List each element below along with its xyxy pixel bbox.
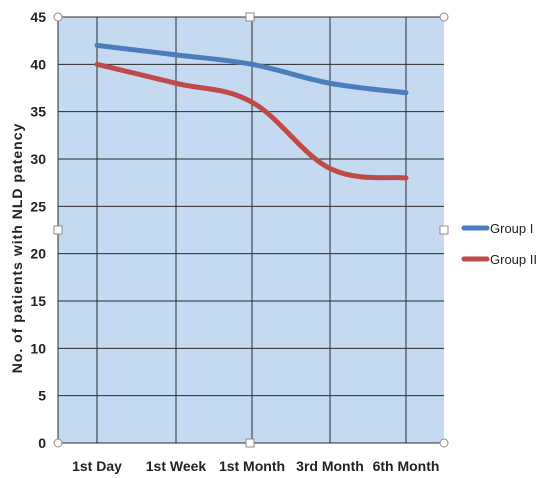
- y-tick-label: 30: [30, 151, 46, 167]
- legend-label: Group II: [490, 252, 536, 267]
- gridlines: [57, 16, 444, 444]
- plot-area: [58, 17, 444, 443]
- series-line-1: [94, 42, 409, 96]
- selection-handles: [53, 12, 449, 448]
- x-tick-label: 3rd Month: [296, 458, 364, 474]
- x-tick-labels: 1st Day 1st Week 1st Month 3rd Month 6th Mon…: [72, 458, 439, 474]
- y-axis-label: No. of patients with NLD patency: [9, 123, 25, 374]
- edge-handle[interactable]: [53, 225, 63, 235]
- y-tick-label: 5: [38, 388, 46, 404]
- y-tick-label: 40: [30, 56, 46, 72]
- x-tick-label: 6th Month: [373, 458, 440, 474]
- y-tick-label: 20: [30, 246, 46, 262]
- y-tick-label: 10: [30, 340, 46, 356]
- edge-handle[interactable]: [245, 438, 255, 448]
- y-tick-label: 0: [38, 435, 46, 451]
- edge-handle[interactable]: [245, 12, 255, 22]
- corner-handle[interactable]: [439, 438, 449, 448]
- edge-handle[interactable]: [439, 225, 449, 235]
- x-tick-label: 1st Month: [219, 458, 285, 474]
- legend: Group I Group II: [461, 221, 536, 267]
- y-tick-label: 15: [30, 293, 46, 309]
- x-tick-label: 1st Week: [146, 458, 207, 474]
- corner-handle[interactable]: [53, 12, 63, 22]
- corner-handle[interactable]: [53, 438, 63, 448]
- y-tick-labels: 0 5 10 15 20 25 30 35 40 45: [30, 9, 46, 451]
- y-tick-label: 25: [30, 198, 46, 214]
- y-tick-label: 45: [30, 9, 46, 25]
- x-tick-label: 1st Day: [72, 458, 122, 474]
- legend-label: Group I: [490, 221, 533, 236]
- corner-handle[interactable]: [439, 12, 449, 22]
- series-lines: [94, 42, 409, 181]
- series-line-2: [94, 61, 409, 181]
- y-tick-label: 35: [30, 104, 46, 120]
